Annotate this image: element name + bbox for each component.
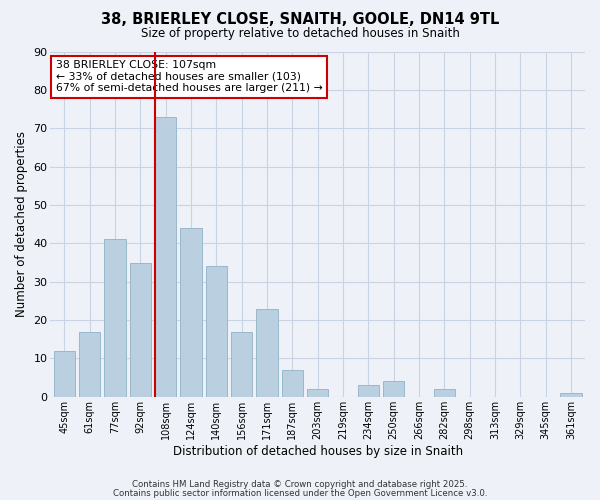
Bar [256,308,278,397]
Text: Size of property relative to detached houses in Snaith: Size of property relative to detached ho… [140,28,460,40]
Text: 38, BRIERLEY CLOSE, SNAITH, GOOLE, DN14 9TL: 38, BRIERLEY CLOSE, SNAITH, GOOLE, DN14 … [101,12,499,28]
Bar [358,386,379,397]
Bar [434,389,455,397]
Bar [231,332,253,397]
Y-axis label: Number of detached properties: Number of detached properties [15,131,28,317]
Text: Contains HM Land Registry data © Crown copyright and database right 2025.: Contains HM Land Registry data © Crown c… [132,480,468,489]
Text: Contains public sector information licensed under the Open Government Licence v3: Contains public sector information licen… [113,488,487,498]
Bar [104,240,126,397]
Bar [53,351,75,397]
X-axis label: Distribution of detached houses by size in Snaith: Distribution of detached houses by size … [173,444,463,458]
Bar [281,370,303,397]
Bar [560,393,582,397]
Bar [130,262,151,397]
Bar [206,266,227,397]
Bar [79,332,100,397]
Text: 38 BRIERLEY CLOSE: 107sqm
← 33% of detached houses are smaller (103)
67% of semi: 38 BRIERLEY CLOSE: 107sqm ← 33% of detac… [56,60,323,94]
Bar [155,116,176,397]
Bar [180,228,202,397]
Bar [307,389,328,397]
Bar [383,382,404,397]
